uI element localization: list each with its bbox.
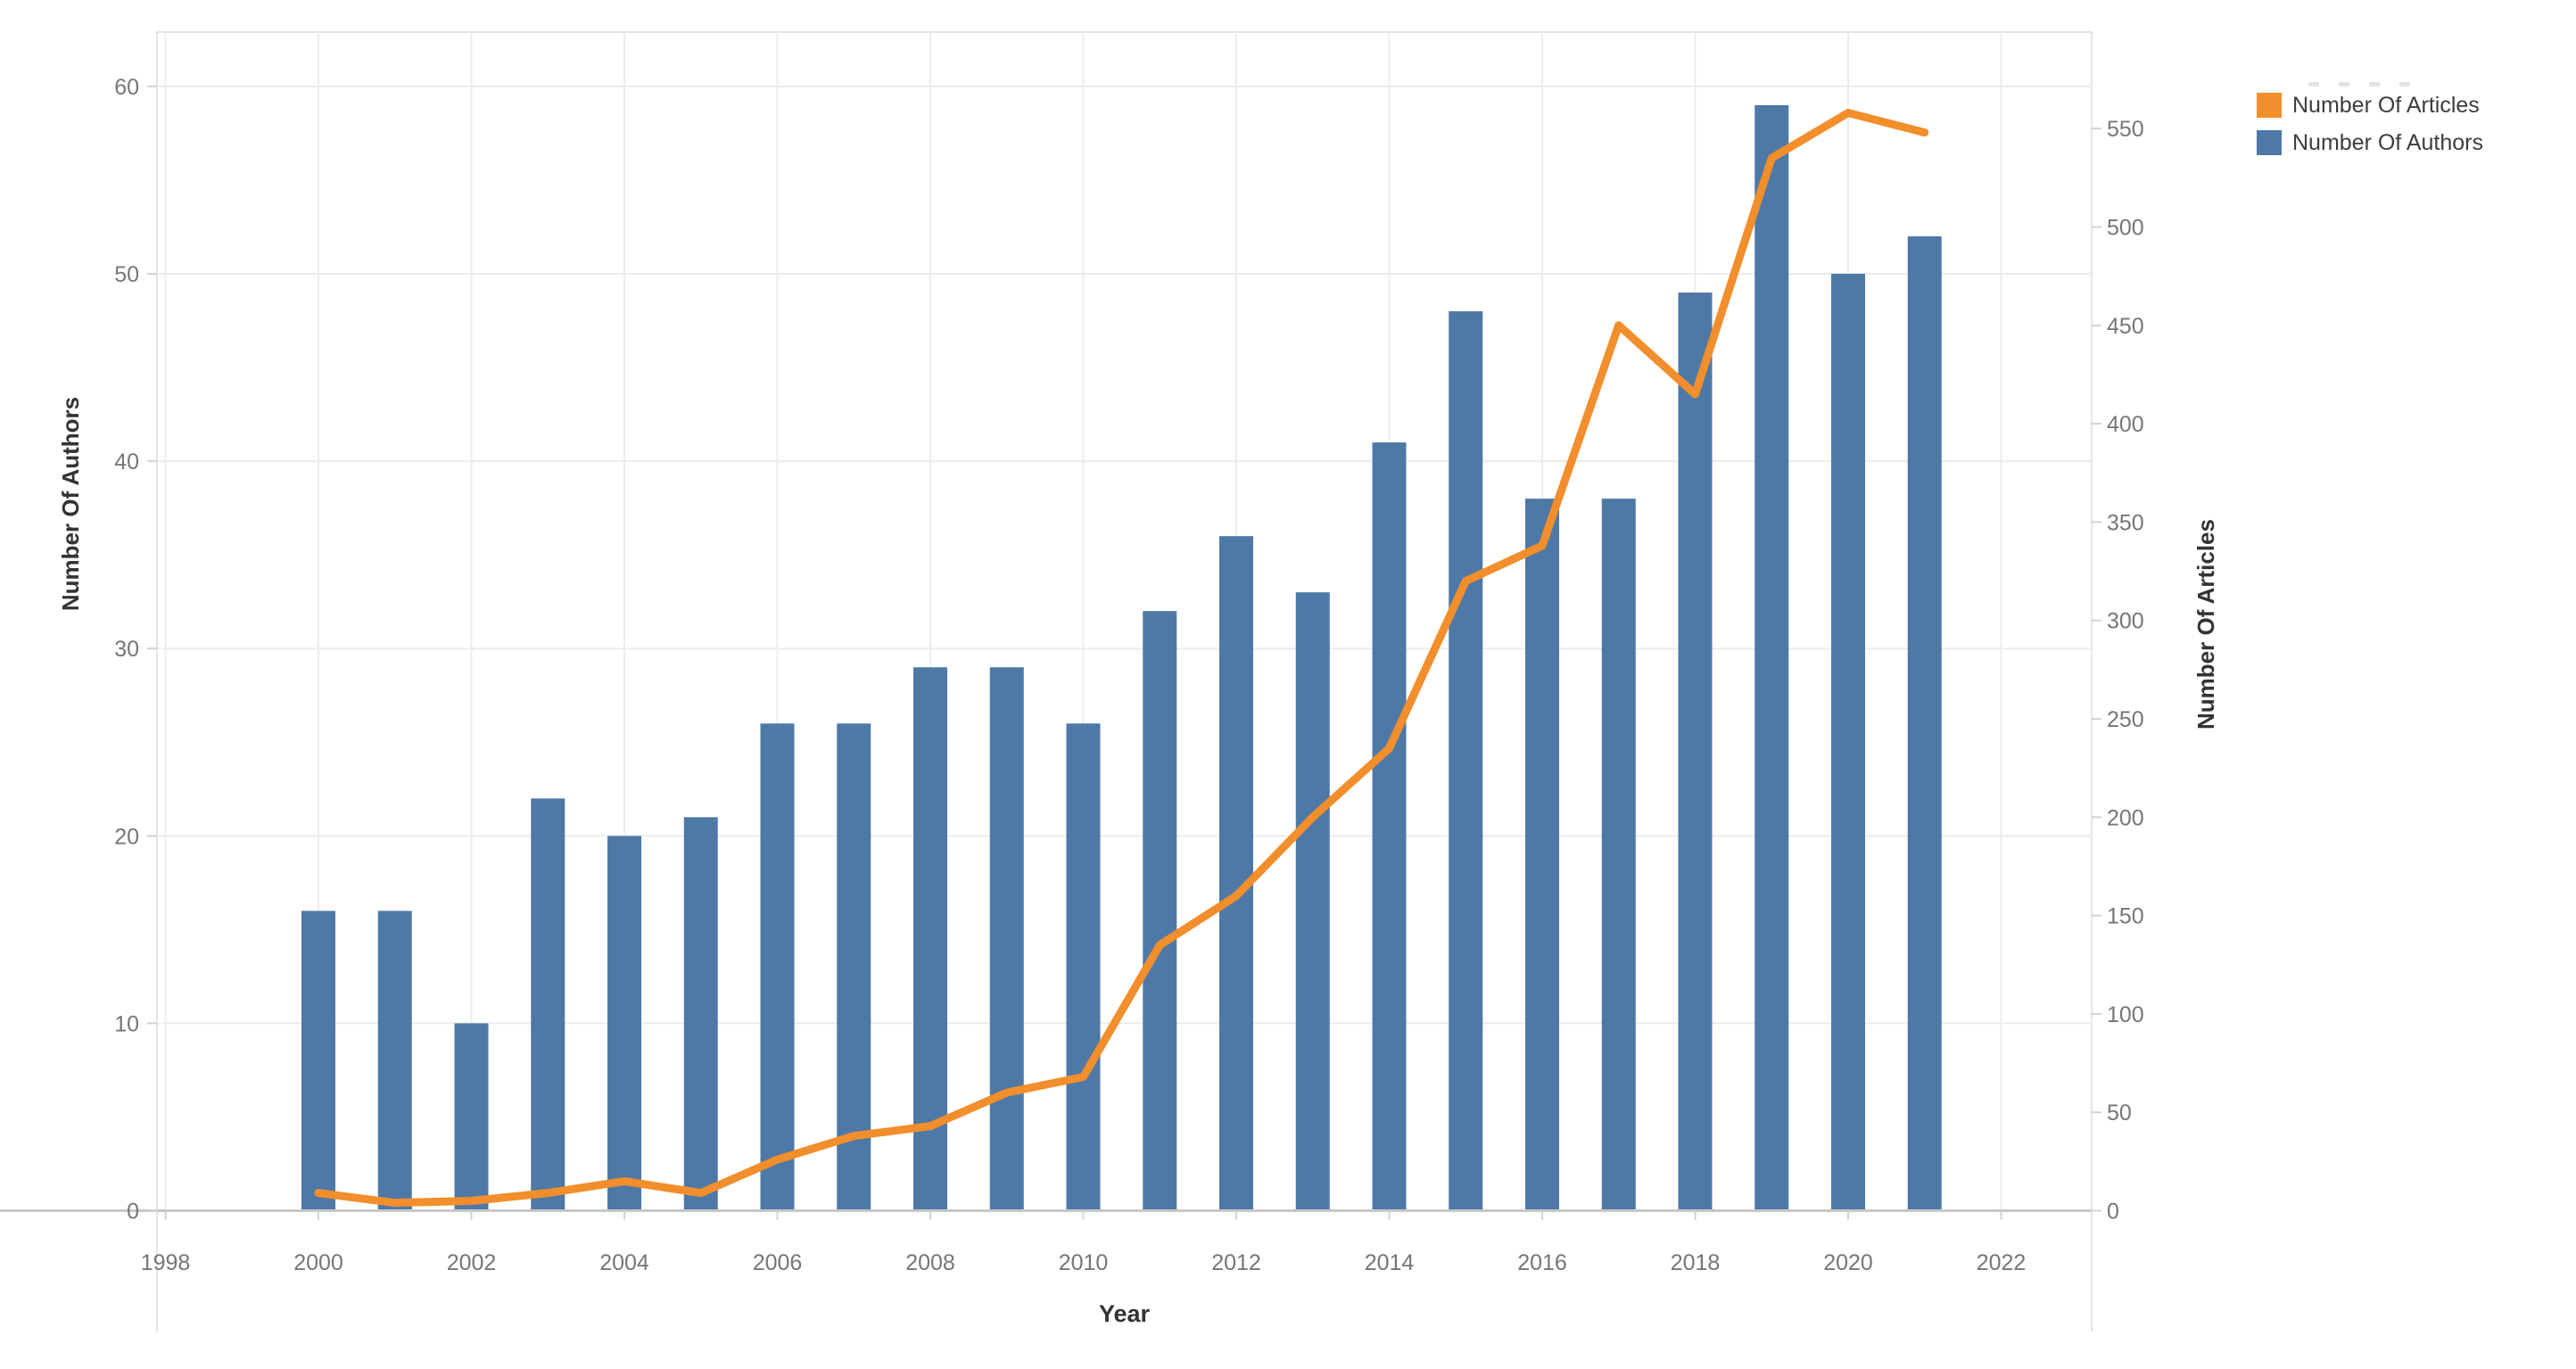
legend: Number Of Articles Number Of Authors bbox=[2257, 93, 2483, 155]
y-right-tick-label-50: 50 bbox=[2107, 1101, 2132, 1126]
y-right-tick-label-400: 400 bbox=[2107, 412, 2144, 437]
bar-2006[interactable] bbox=[760, 723, 795, 1211]
x-tick-label-2022: 2022 bbox=[1977, 1250, 2027, 1275]
legend-label: Number Of Articles bbox=[2292, 93, 2480, 118]
y-right-axis-title: Number Of Articles bbox=[2192, 519, 2219, 730]
clipped-text-fragment bbox=[2339, 82, 2349, 87]
x-tick-label-2018: 2018 bbox=[1671, 1250, 1721, 1275]
y-right-tick-label-100: 100 bbox=[2107, 1002, 2144, 1027]
x-axis-title: Year bbox=[1099, 1300, 1151, 1327]
x-tick-label-2006: 2006 bbox=[753, 1250, 803, 1275]
bar-2015[interactable] bbox=[1449, 311, 1483, 1211]
bar-2021[interactable] bbox=[1907, 235, 1942, 1211]
y-right-tick-label-250: 250 bbox=[2107, 707, 2144, 732]
clipped-text-fragment bbox=[2369, 82, 2380, 87]
bar-2016[interactable] bbox=[1525, 499, 1559, 1211]
legend-item-number-of-authors[interactable]: Number Of Authors bbox=[2257, 130, 2483, 155]
y-right-tick-label-150: 150 bbox=[2107, 904, 2144, 929]
y-right-tick-label-300: 300 bbox=[2107, 609, 2144, 634]
bar-2011[interactable] bbox=[1143, 611, 1177, 1211]
clipped-text-fragment bbox=[2399, 82, 2410, 87]
y-left-tick-label-40: 40 bbox=[114, 449, 139, 474]
authors-bar-series bbox=[301, 104, 1942, 1211]
number-of-articles-line[interactable] bbox=[314, 109, 1929, 1208]
bar-2010[interactable] bbox=[1066, 723, 1101, 1211]
bar-2014[interactable] bbox=[1372, 442, 1407, 1211]
y-right-tick-label-450: 450 bbox=[2107, 314, 2144, 339]
bar-2004[interactable] bbox=[607, 836, 641, 1211]
x-tick-label-2012: 2012 bbox=[1211, 1250, 1261, 1275]
x-tick-label-2016: 2016 bbox=[1517, 1250, 1567, 1275]
clipped-legend-title-fragments bbox=[2308, 82, 2410, 87]
bar-2007[interactable] bbox=[837, 723, 871, 1211]
x-tick-label-2020: 2020 bbox=[1823, 1250, 1873, 1275]
x-tick-label-2014: 2014 bbox=[1365, 1250, 1415, 1275]
y-left-tick-label-30: 30 bbox=[114, 637, 139, 662]
bar-2020[interactable] bbox=[1831, 274, 1865, 1211]
bar-2003[interactable] bbox=[531, 798, 566, 1211]
bar-2009[interactable] bbox=[989, 667, 1024, 1211]
bar-2019[interactable] bbox=[1754, 104, 1789, 1211]
bar-2000[interactable] bbox=[301, 911, 335, 1211]
x-tick-label-1998: 1998 bbox=[141, 1250, 191, 1275]
bar-2013[interactable] bbox=[1295, 592, 1330, 1211]
x-tick-label-2000: 2000 bbox=[293, 1250, 343, 1275]
legend-swatch bbox=[2257, 93, 2282, 118]
bar-2001[interactable] bbox=[377, 911, 412, 1211]
plot-panel-border bbox=[156, 31, 2093, 1212]
bar-2002[interactable] bbox=[454, 1023, 489, 1211]
bar-2012[interactable] bbox=[1219, 536, 1253, 1211]
clipped-text-fragment bbox=[2308, 82, 2319, 87]
y-right-tick-label-0: 0 bbox=[2107, 1200, 2119, 1225]
y-right-tick-label-350: 350 bbox=[2107, 510, 2144, 535]
tick-labels: 1998 2000 2002 2004 2006 2008 2010 2012 2014 2016… bbox=[114, 75, 2144, 1275]
y-left-tick-label-20: 20 bbox=[114, 824, 139, 849]
y-left-axis-title: Number Of Authors bbox=[57, 397, 84, 611]
bar-2005[interactable] bbox=[683, 817, 718, 1211]
tick-marks bbox=[147, 85, 2101, 1220]
bar-2017[interactable] bbox=[1601, 499, 1636, 1211]
y-right-tick-label-200: 200 bbox=[2107, 805, 2144, 830]
horizontal-gridlines bbox=[157, 85, 2092, 1025]
y-left-tick-label-0: 0 bbox=[127, 1200, 139, 1225]
y-left-tick-label-50: 50 bbox=[114, 262, 139, 287]
bar-2018[interactable] bbox=[1678, 293, 1713, 1211]
legend-label: Number Of Authors bbox=[2292, 130, 2483, 155]
y-right-tick-label-500: 500 bbox=[2107, 216, 2144, 241]
legend-swatch bbox=[2257, 130, 2282, 155]
y-right-tick-label-550: 550 bbox=[2107, 117, 2144, 142]
y-left-tick-label-10: 10 bbox=[114, 1011, 139, 1036]
x-tick-label-2002: 2002 bbox=[447, 1250, 497, 1275]
x-tick-label-2010: 2010 bbox=[1059, 1250, 1109, 1275]
legend-item-number-of-articles[interactable]: Number Of Articles bbox=[2257, 93, 2483, 118]
x-tick-label-2008: 2008 bbox=[905, 1250, 955, 1275]
x-tick-label-2004: 2004 bbox=[599, 1250, 649, 1275]
y-left-tick-label-60: 60 bbox=[114, 75, 139, 100]
